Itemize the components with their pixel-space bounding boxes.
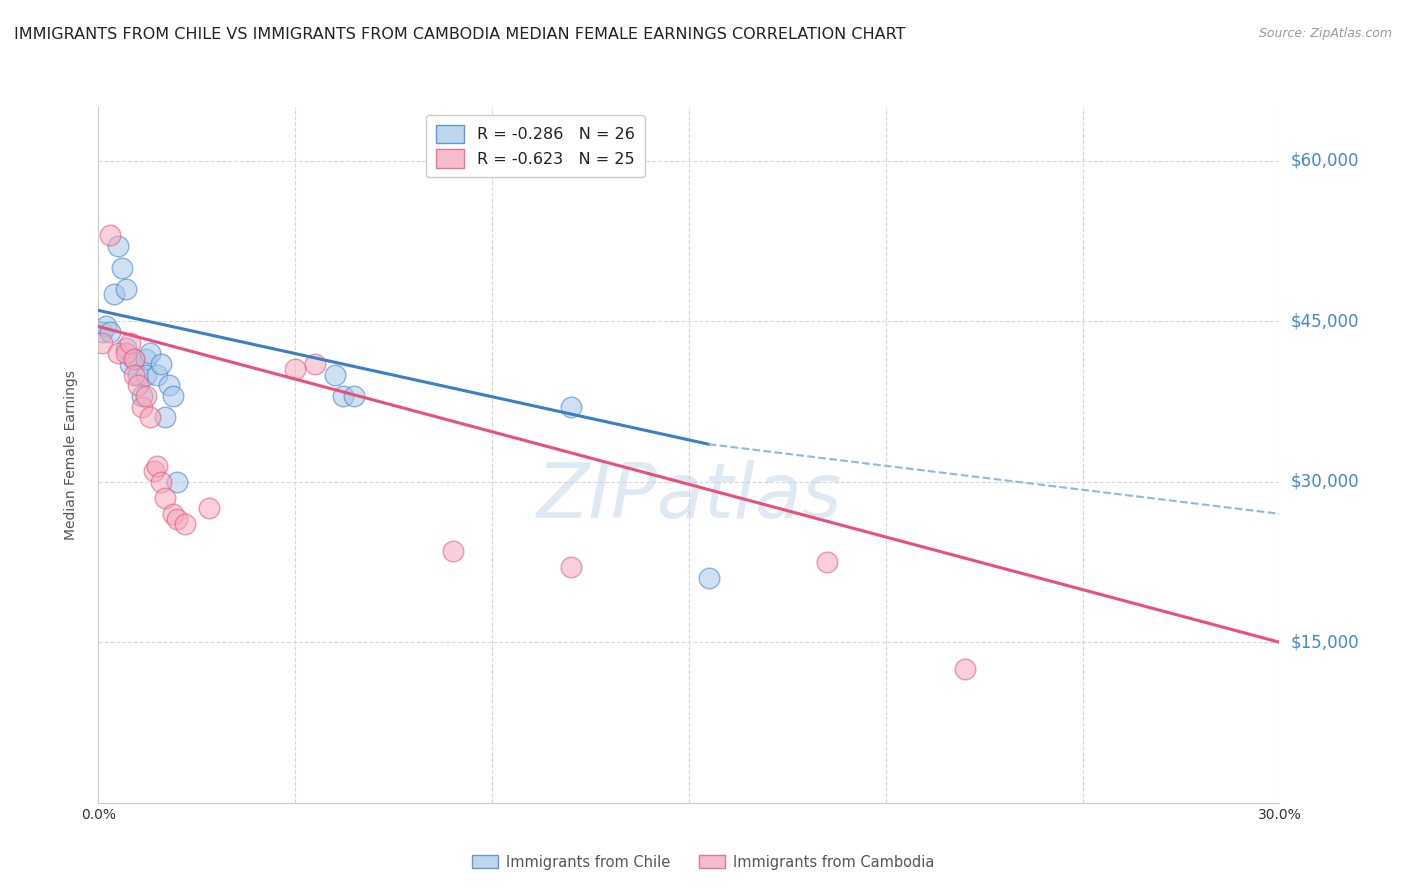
Point <box>304 357 326 371</box>
Point <box>122 351 145 366</box>
Point <box>155 410 177 425</box>
Point <box>155 491 177 505</box>
Point <box>135 351 157 366</box>
Point <box>166 512 188 526</box>
Point <box>115 282 138 296</box>
Point <box>107 239 129 253</box>
Text: Source: ZipAtlas.com: Source: ZipAtlas.com <box>1258 27 1392 40</box>
Point <box>96 319 118 334</box>
Point <box>115 341 138 355</box>
Point <box>98 228 121 243</box>
Point <box>103 287 125 301</box>
Point <box>197 501 219 516</box>
Point <box>174 517 197 532</box>
Point <box>343 389 366 403</box>
Point <box>323 368 346 382</box>
Point <box>953 662 976 676</box>
Point <box>150 475 173 489</box>
Point <box>135 389 157 403</box>
Point <box>122 351 145 366</box>
Point <box>131 389 153 403</box>
Point <box>115 346 138 360</box>
Point <box>127 368 149 382</box>
Point <box>162 389 184 403</box>
Point <box>107 346 129 360</box>
Point <box>135 368 157 382</box>
Point <box>560 400 582 414</box>
Text: IMMIGRANTS FROM CHILE VS IMMIGRANTS FROM CAMBODIA MEDIAN FEMALE EARNINGS CORRELA: IMMIGRANTS FROM CHILE VS IMMIGRANTS FROM… <box>14 27 905 42</box>
Point <box>142 464 165 478</box>
Point <box>157 378 180 392</box>
Legend: Immigrants from Chile, Immigrants from Cambodia: Immigrants from Chile, Immigrants from C… <box>467 849 939 876</box>
Point <box>111 260 134 275</box>
Point <box>118 357 141 371</box>
Point <box>91 335 114 350</box>
Point <box>138 346 160 360</box>
Point <box>441 544 464 558</box>
Point <box>284 362 307 376</box>
Point <box>150 357 173 371</box>
Point <box>98 325 121 339</box>
Text: $15,000: $15,000 <box>1291 633 1360 651</box>
Point <box>91 325 114 339</box>
Point <box>127 378 149 392</box>
Y-axis label: Median Female Earnings: Median Female Earnings <box>63 370 77 540</box>
Point <box>560 560 582 574</box>
Point <box>332 389 354 403</box>
Point <box>162 507 184 521</box>
Point <box>122 368 145 382</box>
Point <box>815 555 838 569</box>
Text: $60,000: $60,000 <box>1291 152 1360 169</box>
Text: ZIPatlas: ZIPatlas <box>536 459 842 533</box>
Point <box>118 335 141 350</box>
Point <box>697 571 720 585</box>
Point <box>138 410 160 425</box>
Point <box>131 400 153 414</box>
Text: $30,000: $30,000 <box>1291 473 1360 491</box>
Legend: R = -0.286   N = 26, R = -0.623   N = 25: R = -0.286 N = 26, R = -0.623 N = 25 <box>426 115 645 178</box>
Point <box>146 458 169 473</box>
Point <box>146 368 169 382</box>
Point <box>166 475 188 489</box>
Text: $45,000: $45,000 <box>1291 312 1360 330</box>
